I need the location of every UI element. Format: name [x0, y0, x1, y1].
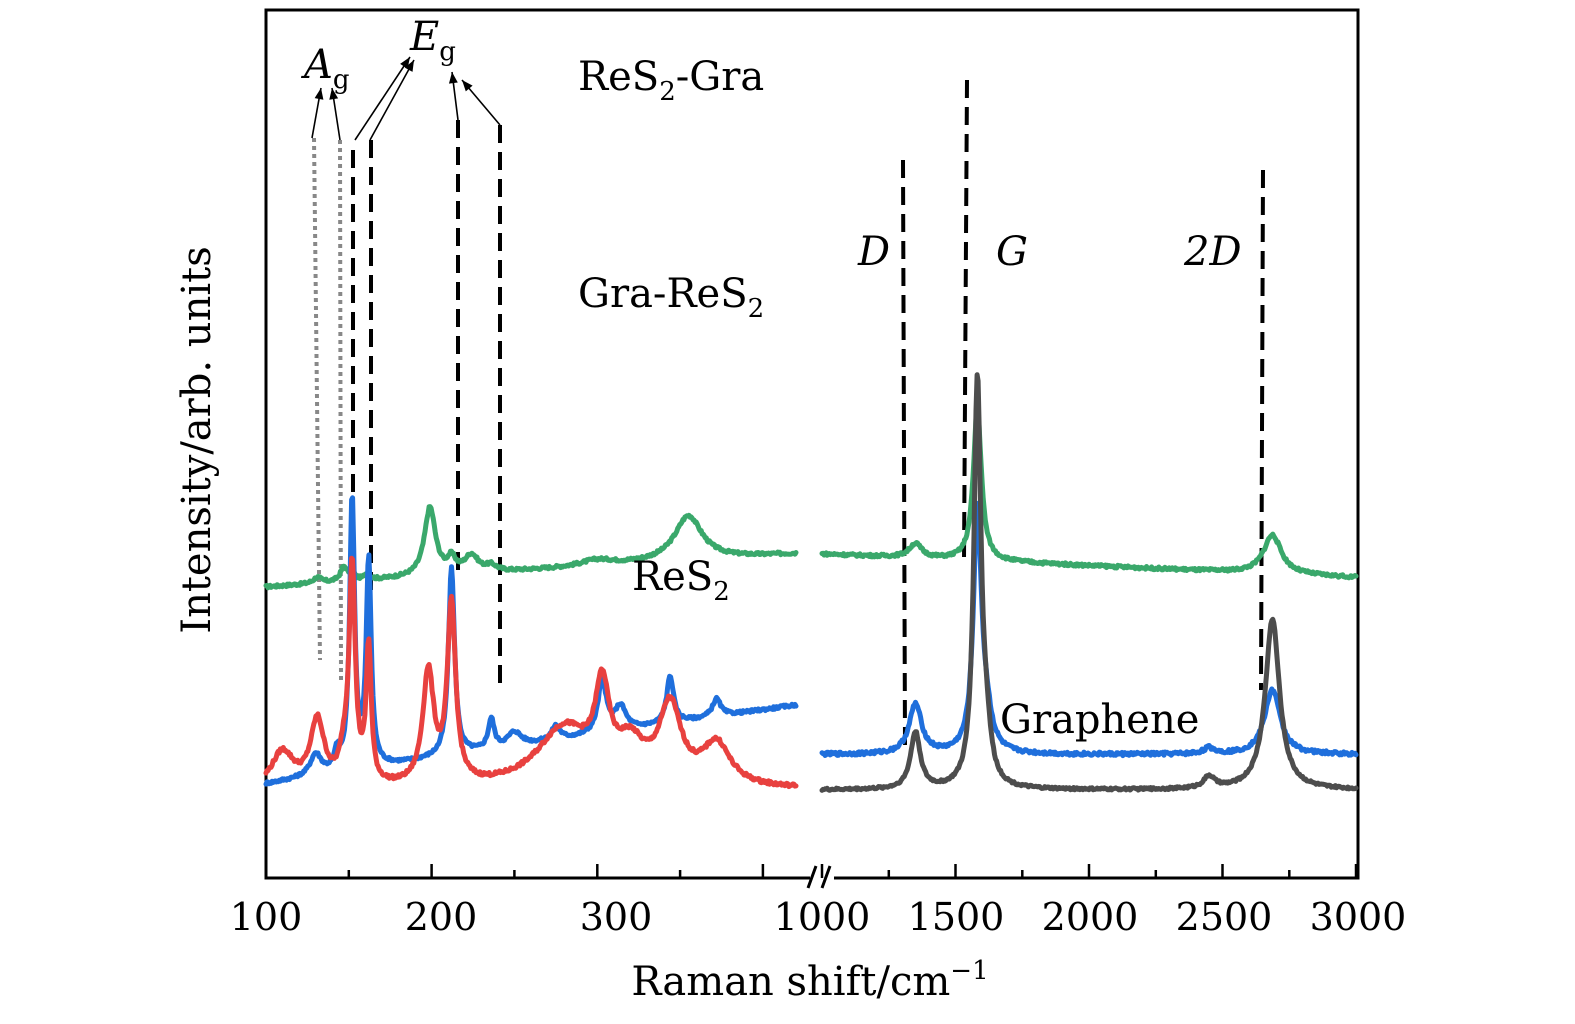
x-tick-labels-right: 1000 1500 2000 2500 3000: [774, 895, 1407, 939]
plot-frame: [264, 8, 1360, 880]
x-tick-labels-left: 100 200 300: [230, 895, 653, 939]
guide-dash-g: [962, 79, 969, 561]
x-axis-title: Raman shift/cm−1: [631, 956, 988, 1005]
x-ticks: [264, 864, 1358, 878]
series-label-gra-res2: Gra-ReS2: [578, 271, 764, 324]
arrow-eg-4: [461, 79, 501, 126]
trace-right-graphene: [819, 372, 1359, 793]
peak-label-d: D: [857, 229, 890, 275]
peak-label-eg: Eg: [409, 14, 456, 67]
guide-dash-d: [901, 159, 907, 746]
peak-label-g: G: [996, 229, 1028, 275]
series-label-res2-gra: ReS2-Gra: [578, 54, 764, 107]
peak-arrows: [311, 56, 501, 141]
axis-break-mark-right: [820, 865, 832, 889]
trace-left-res2-gra: [263, 504, 799, 591]
guide-dash-2d: [1259, 169, 1265, 691]
y-axis-title: Intensity/arb. units: [174, 246, 220, 633]
arrow-ag-1: [311, 87, 324, 139]
trace-right-res2-gra: [819, 405, 1359, 581]
series-label-res2: ReS2: [632, 554, 730, 607]
arrow-eg-3: [448, 71, 459, 121]
arrow-eg-2: [369, 59, 415, 141]
tick-label-3000: 3000: [1310, 895, 1407, 939]
arrow-eg-1: [354, 56, 411, 141]
peak-label-2d: 2D: [1183, 229, 1242, 275]
series-label-graphene: Graphene: [1000, 697, 1199, 743]
tick-label-300: 300: [580, 895, 653, 939]
guide-dot-ag-1: [312, 137, 322, 661]
arrow-ag-2: [329, 87, 341, 141]
trace-left-res2: [263, 555, 799, 790]
tick-label-100: 100: [230, 895, 303, 939]
spectra: [263, 372, 1359, 793]
tick-label-2500: 2500: [1176, 895, 1273, 939]
tick-label-200: 200: [405, 895, 478, 939]
tick-label-1000: 1000: [774, 895, 871, 939]
axis-break-mark-left: [806, 865, 818, 889]
guide-lines: [312, 79, 1265, 746]
tick-label-1500: 1500: [908, 895, 1005, 939]
tick-label-2000: 2000: [1042, 895, 1139, 939]
guide-dot-ag-2: [338, 139, 343, 681]
peak-label-ag: Ag: [300, 42, 350, 95]
trace-right-gra-res2: [819, 500, 1359, 759]
